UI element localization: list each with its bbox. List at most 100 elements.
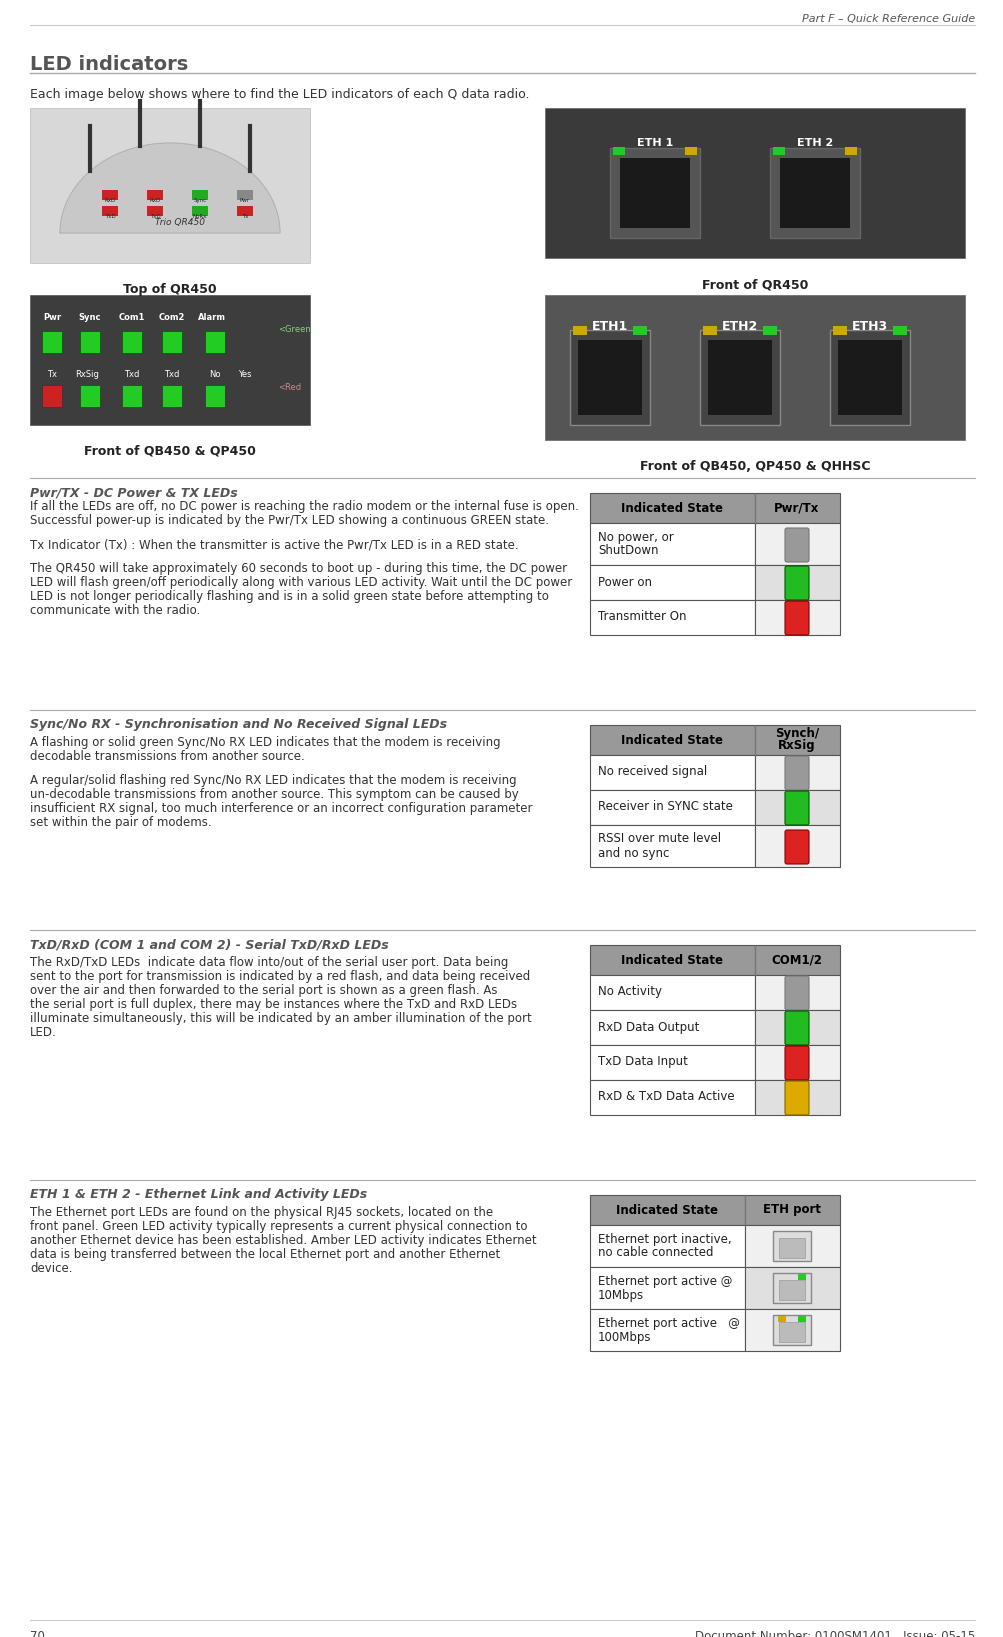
Bar: [590, 1010, 754, 1044]
FancyBboxPatch shape: [784, 1080, 808, 1115]
Text: ETH 1: ETH 1: [636, 138, 672, 147]
Bar: [702, 326, 716, 336]
FancyBboxPatch shape: [784, 976, 808, 1010]
Text: LED is not longer periodically flashing and is in a solid green state before att: LED is not longer periodically flashing …: [30, 589, 549, 602]
Text: Front of QB450 & QP450: Front of QB450 & QP450: [84, 445, 256, 458]
Bar: [590, 1224, 744, 1267]
Text: COM1/2: COM1/2: [770, 953, 821, 966]
Bar: [754, 1080, 840, 1115]
Text: Indicated State: Indicated State: [616, 1203, 717, 1216]
Bar: [590, 791, 754, 825]
Bar: [205, 385, 225, 408]
Text: Sync: Sync: [194, 198, 207, 203]
Bar: [590, 522, 754, 565]
Bar: [146, 206, 162, 216]
Text: ETH1: ETH1: [592, 319, 628, 332]
Bar: [797, 1274, 805, 1280]
Text: Transmitter On: Transmitter On: [598, 611, 686, 624]
Text: Pwr: Pwr: [43, 313, 61, 322]
Bar: [772, 1274, 810, 1303]
Bar: [590, 825, 754, 868]
Text: Pwr/Tx: Pwr/Tx: [773, 501, 818, 514]
Text: Synch/: Synch/: [774, 727, 818, 740]
Text: No: No: [209, 370, 221, 380]
Bar: [192, 190, 208, 200]
Text: Alarm: Alarm: [198, 313, 226, 322]
Text: RxD: RxD: [149, 198, 160, 203]
Bar: [122, 331, 141, 354]
Text: ETH 1 & ETH 2 - Ethernet Link and Activity LEDs: ETH 1 & ETH 2 - Ethernet Link and Activi…: [30, 1188, 367, 1202]
Text: front panel. Green LED activity typically represents a current physical connecti: front panel. Green LED activity typicall…: [30, 1220, 527, 1233]
Text: Com2: Com2: [158, 313, 185, 322]
Text: No Activity: No Activity: [598, 985, 661, 999]
Text: ShutDown: ShutDown: [598, 545, 658, 558]
Bar: [754, 1010, 840, 1044]
Text: another Ethernet device has been established. Amber LED activity indicates Ether: another Ethernet device has been establi…: [30, 1234, 536, 1247]
Bar: [30, 108, 310, 264]
Text: and no sync: and no sync: [598, 846, 669, 859]
Bar: [573, 326, 587, 336]
Bar: [684, 147, 696, 156]
Bar: [590, 755, 754, 791]
Bar: [80, 331, 100, 354]
Bar: [779, 159, 850, 228]
Text: Power on: Power on: [598, 576, 651, 588]
Bar: [590, 1195, 744, 1224]
Text: Ethernet port inactive,: Ethernet port inactive,: [598, 1233, 731, 1246]
Bar: [102, 206, 118, 216]
Bar: [744, 1195, 840, 1224]
FancyBboxPatch shape: [784, 529, 808, 561]
Bar: [754, 755, 840, 791]
Bar: [590, 725, 754, 755]
Bar: [762, 326, 776, 336]
Text: If all the LEDs are off, no DC power is reaching the radio modem or the internal: If all the LEDs are off, no DC power is …: [30, 499, 579, 512]
Text: Document Number: 0100SM1401   Issue: 05-15: Document Number: 0100SM1401 Issue: 05-15: [694, 1630, 974, 1637]
FancyBboxPatch shape: [784, 756, 808, 791]
Text: sent to the port for transmission is indicated by a red flash, and data being re: sent to the port for transmission is ind…: [30, 971, 530, 982]
Bar: [620, 159, 689, 228]
Text: LED will flash green/off periodically along with various LED activity. Wait unti: LED will flash green/off periodically al…: [30, 576, 572, 589]
Bar: [744, 1310, 840, 1351]
Bar: [545, 295, 964, 440]
Bar: [754, 725, 840, 755]
Text: RxD: RxD: [104, 198, 115, 203]
Text: No received signal: No received signal: [598, 766, 706, 779]
Bar: [754, 945, 840, 976]
Text: Tx Indicator (Tx) : When the transmitter is active the Pwr/Tx LED is in a RED st: Tx Indicator (Tx) : When the transmitter…: [30, 539, 519, 552]
Bar: [892, 326, 906, 336]
Bar: [845, 147, 857, 156]
Bar: [744, 1224, 840, 1267]
Bar: [772, 147, 784, 156]
Text: 100Mbps: 100Mbps: [598, 1331, 651, 1344]
Bar: [590, 493, 754, 522]
Text: RxD & TxD Data Active: RxD & TxD Data Active: [598, 1090, 734, 1103]
Text: TxD Data Input: TxD Data Input: [598, 1056, 687, 1069]
Text: Front of QR450: Front of QR450: [701, 278, 807, 291]
Bar: [42, 331, 62, 354]
Text: LED indicators: LED indicators: [30, 56, 189, 74]
Bar: [613, 147, 625, 156]
Text: RSSI over mute level: RSSI over mute level: [598, 833, 720, 845]
Text: The RxD/TxD LEDs  indicate data flow into/out of the serial user port. Data bein: The RxD/TxD LEDs indicate data flow into…: [30, 956, 508, 969]
Bar: [778, 1238, 804, 1257]
Bar: [832, 326, 847, 336]
Text: ETH3: ETH3: [852, 319, 888, 332]
Text: A regular/solid flashing red Sync/No RX LED indicates that the modem is receivin: A regular/solid flashing red Sync/No RX …: [30, 774, 517, 787]
Bar: [42, 385, 62, 408]
Text: over the air and then forwarded to the serial port is shown as a green flash. As: over the air and then forwarded to the s…: [30, 984, 497, 997]
Bar: [146, 190, 162, 200]
Text: the serial port is full duplex, there may be instances where the TxD and RxD LED: the serial port is full duplex, there ma…: [30, 999, 517, 1012]
Text: data is being transferred between the local Ethernet port and another Ethernet: data is being transferred between the lo…: [30, 1247, 499, 1260]
Bar: [699, 331, 779, 426]
Bar: [570, 331, 649, 426]
Bar: [838, 340, 901, 416]
Bar: [590, 1044, 754, 1080]
Text: Tx: Tx: [47, 370, 57, 380]
Bar: [192, 206, 208, 216]
Bar: [754, 825, 840, 868]
FancyBboxPatch shape: [784, 1012, 808, 1044]
Text: RxSig: RxSig: [75, 370, 99, 380]
Text: Ethernet port active @: Ethernet port active @: [598, 1275, 732, 1287]
Bar: [237, 206, 253, 216]
Bar: [777, 1316, 785, 1323]
